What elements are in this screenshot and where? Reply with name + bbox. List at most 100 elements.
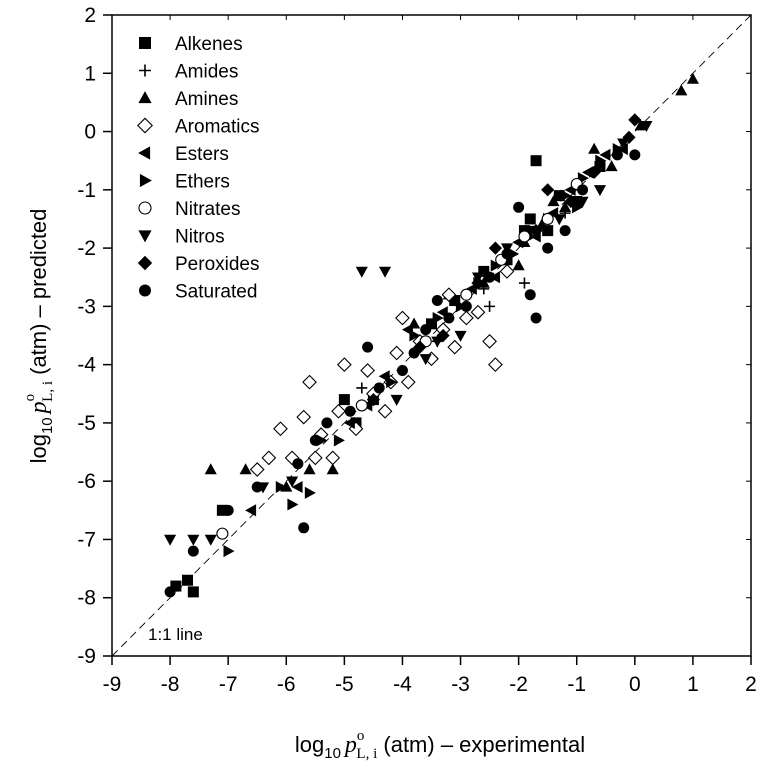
- data-point: [484, 271, 496, 283]
- legend-marker: [138, 230, 152, 243]
- data-point: [458, 310, 474, 326]
- legend-label: Alkenes: [175, 34, 243, 55]
- data-point: [204, 463, 217, 475]
- data-point: [634, 119, 647, 131]
- data-point: [307, 450, 323, 466]
- x-label-sub: L, i: [356, 746, 377, 762]
- y-tick-label: 0: [84, 121, 96, 144]
- x-axis-label: log10 po L, i (atm) – experimental: [295, 728, 585, 762]
- data-point: [164, 534, 177, 546]
- legend: Alkenes Amides Amines Aromatics Esters Ethers…: [137, 34, 260, 303]
- legend-label: Nitros: [175, 227, 225, 248]
- y-tick-label: 1: [84, 62, 96, 85]
- legend-label: Peroxides: [175, 254, 260, 275]
- data-point: [576, 196, 589, 208]
- y-tick-label: -5: [77, 412, 96, 435]
- data-point: [524, 289, 536, 301]
- data-point: [389, 345, 405, 361]
- legend-label: Amines: [175, 89, 238, 110]
- data-point: [304, 486, 316, 499]
- data-point: [187, 545, 199, 557]
- data-point: [488, 357, 503, 373]
- data-point: [542, 225, 554, 237]
- data-point: [594, 161, 606, 173]
- data-point: [223, 545, 235, 558]
- data-point: [605, 160, 618, 172]
- data-point: [336, 357, 352, 373]
- x-label-var: p: [343, 732, 357, 758]
- data-point: [338, 394, 350, 406]
- data-point: [170, 580, 182, 592]
- data-point: [484, 300, 496, 312]
- data-point: [512, 259, 525, 271]
- series-peroxides: [366, 113, 642, 407]
- data-point: [629, 149, 641, 161]
- data-point: [296, 409, 312, 425]
- x-tick-label: -1: [567, 673, 586, 696]
- data-point: [222, 504, 234, 516]
- data-point: [572, 201, 584, 214]
- data-point: [490, 259, 502, 272]
- x-tick-label: 2: [745, 673, 757, 696]
- x-label-suffix: (atm) – experimental: [377, 732, 585, 757]
- data-point: [291, 480, 303, 494]
- data-point: [303, 463, 316, 475]
- x-tick-label: -5: [335, 673, 354, 696]
- data-point: [460, 288, 473, 301]
- y-tick-label: -6: [77, 470, 96, 493]
- data-point: [355, 399, 368, 412]
- data-point: [553, 214, 566, 226]
- data-point: [386, 376, 398, 389]
- x-tick-label: -2: [509, 673, 528, 696]
- data-point: [261, 450, 277, 466]
- legend-marker: [137, 117, 153, 134]
- data-point: [588, 142, 601, 154]
- data-point: [373, 382, 385, 394]
- data-point: [245, 504, 257, 517]
- data-point: [251, 481, 263, 493]
- legend-marker: [138, 146, 151, 160]
- data-point: [675, 84, 688, 96]
- data-point: [529, 224, 543, 238]
- x-label-sub10: 10: [324, 745, 341, 762]
- data-point: [377, 403, 393, 419]
- data-point: [287, 498, 299, 511]
- data-point: [187, 534, 200, 546]
- series-saturated: [164, 149, 641, 598]
- data-point: [593, 185, 607, 197]
- data-point: [216, 527, 229, 540]
- data-point: [164, 586, 176, 598]
- data-point: [686, 72, 699, 84]
- data-point: [611, 149, 623, 161]
- data-point: [436, 328, 450, 343]
- data-point: [326, 463, 339, 475]
- data-point: [482, 333, 497, 349]
- legend-label: Esters: [175, 144, 229, 165]
- legend-label: Nitrates: [175, 199, 240, 220]
- data-point: [432, 311, 444, 325]
- y-label-suffix: (atm) – predicted: [26, 209, 51, 381]
- data-point: [564, 194, 578, 209]
- data-point: [249, 462, 265, 477]
- data-point: [553, 190, 565, 202]
- data-point: [559, 225, 571, 237]
- data-point: [441, 287, 457, 303]
- x-tick-label: -8: [161, 673, 180, 696]
- x-tick-label: -9: [103, 673, 122, 696]
- data-point: [378, 266, 392, 278]
- data-point: [396, 364, 408, 376]
- y-label-sup: o: [22, 394, 38, 402]
- data-point: [541, 212, 554, 226]
- y-axis: -9 -8 -7 -6 -5 -4 -3 -2 -1 0 1 2: [77, 4, 751, 668]
- reference-line-label: 1:1 line: [148, 625, 203, 644]
- data-point: [343, 416, 355, 429]
- data-point: [344, 405, 356, 417]
- data-point: [454, 330, 467, 342]
- reference-line: [111, 14, 752, 657]
- data-point: [420, 324, 432, 336]
- data-point: [449, 295, 461, 307]
- data-point: [471, 276, 485, 290]
- data-point: [400, 374, 416, 390]
- data-points-layer: [164, 72, 699, 598]
